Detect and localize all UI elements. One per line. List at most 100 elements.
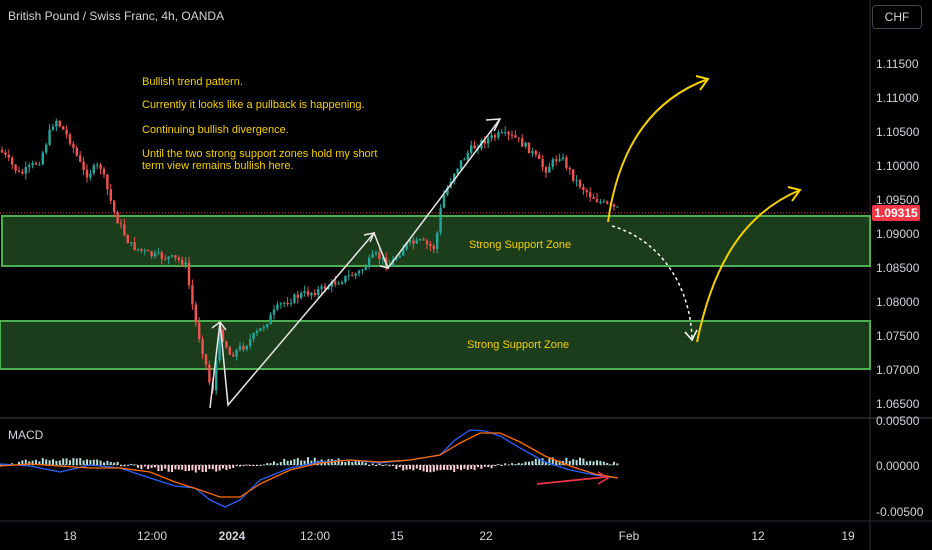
currency-selector[interactable]: CHF	[872, 5, 922, 29]
macd-bar	[225, 465, 228, 471]
candle-body	[38, 164, 41, 166]
candle-body	[58, 120, 61, 127]
candle-body	[419, 239, 422, 241]
macd-bar	[184, 465, 187, 472]
candle-body	[75, 147, 78, 156]
macd-bar	[58, 460, 61, 465]
macd-bar	[613, 461, 615, 465]
candle-body	[140, 248, 143, 251]
arrowhead-2	[363, 231, 376, 243]
macd-label[interactable]: MACD	[8, 428, 44, 442]
price-tick: 1.07500	[876, 329, 920, 343]
macd-bar	[453, 465, 456, 473]
macd-bar	[140, 465, 143, 470]
price-tick: 1.08000	[876, 295, 920, 309]
macd-bar	[167, 465, 170, 472]
candle-body	[398, 255, 401, 258]
candle-body	[531, 151, 534, 154]
macd-bar	[392, 465, 394, 466]
macd-bar	[371, 463, 374, 465]
candle-body	[293, 294, 296, 304]
candle-body	[500, 132, 503, 134]
candle-body	[558, 159, 561, 161]
candle-body	[589, 192, 592, 198]
lower-zone-label: Strong Support Zone	[467, 339, 570, 351]
macd-bar	[154, 465, 156, 468]
candle-body	[317, 289, 320, 295]
macd-bar	[147, 465, 150, 470]
candle-body	[79, 155, 82, 162]
macd-bar	[517, 462, 520, 465]
macd-tick: -0.00500	[876, 505, 924, 519]
macd-bar	[208, 465, 211, 469]
candle-body	[99, 164, 102, 169]
candle-body	[310, 292, 313, 296]
candle-body	[473, 145, 476, 149]
candle-body	[34, 163, 38, 165]
macd-bar	[364, 462, 367, 465]
macd-bar	[490, 465, 493, 469]
candle-body	[269, 314, 272, 325]
candle-body	[187, 262, 191, 286]
candle-body	[170, 255, 174, 257]
candle-body	[442, 195, 446, 208]
candle-body	[164, 258, 167, 260]
candle-body	[28, 165, 31, 168]
candle-body	[0, 150, 4, 153]
candle-body	[507, 132, 510, 135]
candle-body	[490, 135, 493, 139]
note-line-5: term view remains bullish here.	[142, 160, 294, 172]
macd-bar	[531, 461, 534, 465]
price-tick: 1.07000	[876, 363, 920, 377]
macd-bar	[378, 463, 381, 465]
trend-leg-1	[209, 118, 501, 409]
macd-bar	[181, 465, 184, 470]
candle-body	[541, 159, 544, 168]
macd-bar	[103, 462, 105, 465]
price-tick: 1.06500	[876, 397, 920, 411]
candle-body	[429, 244, 432, 246]
price-tick: 1.10000	[876, 159, 920, 173]
macd-bar	[385, 464, 388, 466]
candle-body	[136, 248, 140, 250]
time-tick: 12:00	[136, 529, 168, 543]
candle-body	[7, 154, 10, 158]
candle-body	[616, 206, 619, 208]
candle-body	[425, 240, 429, 245]
candle-body	[351, 275, 354, 277]
macd-bar	[218, 465, 221, 471]
candle-body	[130, 242, 133, 244]
macd-bar	[228, 465, 231, 469]
candle-body	[113, 200, 116, 213]
candle-body	[303, 291, 306, 293]
macd-bar	[286, 460, 289, 465]
macd-bar	[96, 459, 99, 465]
macd-bar	[92, 459, 95, 465]
macd-bar	[351, 461, 354, 465]
macd-bar	[222, 465, 224, 469]
macd-bar	[456, 465, 459, 469]
macd-bar	[31, 460, 34, 465]
macd-bar	[585, 461, 588, 465]
macd-bar	[35, 459, 37, 465]
macd-bar	[310, 460, 313, 465]
macd-bar	[133, 464, 136, 466]
macd-bar	[565, 457, 568, 465]
macd-bar	[120, 465, 122, 467]
candle-body	[330, 281, 333, 287]
trend-arrows	[209, 118, 502, 409]
macd-bar	[381, 465, 384, 466]
candle-body	[232, 354, 235, 357]
candle-body	[194, 304, 197, 323]
lower-support-zone[interactable]	[0, 320, 871, 370]
macd-bar	[572, 459, 575, 465]
candle-body	[184, 262, 187, 265]
macd-line	[0, 429, 619, 508]
candle-body	[259, 328, 262, 332]
chart-title: British Pound / Swiss Franc, 4h, OANDA	[8, 9, 225, 23]
macd-bar	[201, 465, 204, 472]
candle-body	[378, 252, 381, 260]
macd-bar	[551, 457, 554, 465]
macd-bar	[303, 460, 306, 465]
